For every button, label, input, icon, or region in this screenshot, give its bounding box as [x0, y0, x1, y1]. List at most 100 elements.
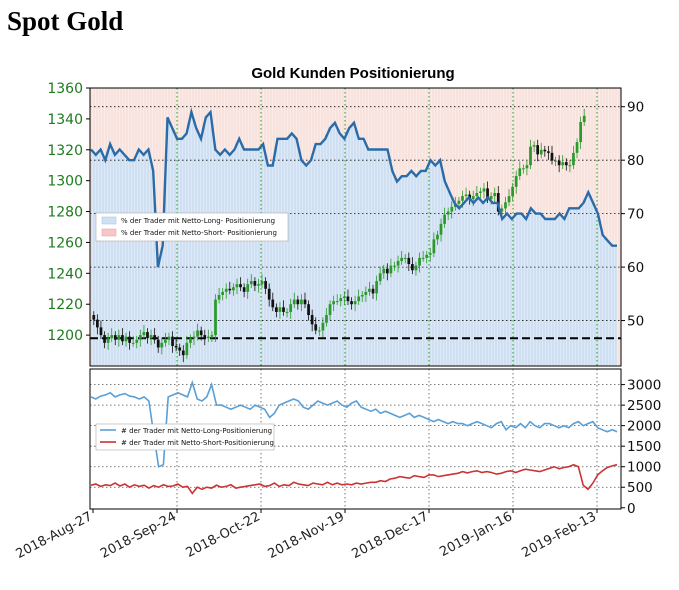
- candle-body: [554, 160, 557, 162]
- x-axis-ticks: 2018-Aug-27 2018-Sep-24 2018-Oct-22 2018-No…: [14, 509, 599, 562]
- candle-body: [192, 336, 196, 339]
- legend-long-label: % der Trader mit Netto-Long- Positionier…: [121, 217, 275, 225]
- candle-body: [536, 145, 540, 155]
- candle-body: [135, 339, 139, 343]
- x-tick-label: 2018-Sep-24: [98, 509, 179, 561]
- candle-body: [482, 188, 486, 192]
- candle-body: [264, 281, 267, 289]
- legend-swatch-short: [101, 228, 117, 237]
- upper-legend: % der Trader mit Netto-Long- Positionier…: [95, 212, 289, 242]
- candle-body: [128, 336, 131, 343]
- candle-body: [296, 299, 300, 305]
- candle-body: [350, 301, 353, 305]
- candle-body: [489, 196, 493, 200]
- lower-legend: # der Trader mit Netto-Long-Positionieru…: [95, 423, 275, 451]
- right-axis-ticks-lower: 0 500 1000 1500 2000 2500 3000: [621, 378, 661, 517]
- candle-body: [364, 291, 368, 295]
- candle-body: [217, 294, 221, 300]
- left-tick-label: 1240: [47, 266, 83, 282]
- candle-body: [550, 152, 554, 161]
- candle-body: [142, 332, 146, 336]
- candle-body: [493, 193, 497, 197]
- candle-body: [260, 281, 264, 285]
- candle-body: [525, 165, 529, 169]
- right-tick-label-lower: 500: [627, 480, 653, 496]
- x-tick-label: 2018-Aug-27: [14, 509, 95, 562]
- candle-body: [500, 208, 504, 212]
- candle-body: [446, 211, 450, 215]
- candle-body: [532, 145, 536, 147]
- candle-body: [289, 304, 293, 312]
- candle-body: [92, 315, 96, 320]
- candle-body: [371, 288, 375, 294]
- candle-body: [146, 332, 149, 339]
- candle-body: [221, 291, 225, 295]
- long-count-line: [90, 379, 618, 468]
- candle-body: [325, 315, 328, 323]
- candle-body: [117, 335, 121, 340]
- candle-body: [153, 335, 157, 340]
- left-tick-label: 1260: [47, 235, 83, 251]
- candle-body: [529, 146, 532, 166]
- candle-body: [343, 296, 346, 299]
- candle-body: [303, 299, 307, 305]
- right-tick-label-upper: 60: [627, 260, 644, 276]
- long-percent-line: [90, 107, 617, 268]
- candle-body: [514, 176, 518, 187]
- candle-body: [572, 152, 575, 166]
- candle-body: [317, 330, 321, 332]
- candle-body: [96, 319, 99, 328]
- candle-body: [521, 168, 525, 170]
- candle-body: [579, 121, 582, 143]
- candle-body: [156, 339, 160, 348]
- candle-body: [403, 257, 407, 259]
- candle-body: [335, 301, 339, 303]
- candle-body: [486, 188, 489, 200]
- candle-body: [547, 151, 550, 153]
- candle-body: [239, 284, 242, 288]
- candle-body: [235, 284, 239, 288]
- candle-body: [357, 296, 361, 302]
- candle-body: [232, 287, 235, 291]
- candle-body: [210, 335, 214, 337]
- candle-body: [378, 273, 382, 282]
- candle-body: [174, 345, 178, 348]
- legend-short-count-label: # der Trader mit Netto-Short-Positionier…: [121, 439, 274, 447]
- candle-body: [539, 149, 543, 155]
- candle-body: [557, 160, 561, 166]
- legend-short-label: % der Trader mit Netto-Short- Positionie…: [121, 229, 277, 237]
- candle-body: [249, 281, 253, 285]
- left-tick-label: 1280: [47, 205, 83, 221]
- candle-body: [274, 307, 278, 312]
- x-tick-label: 2018-Dec-17: [350, 509, 431, 562]
- left-tick-label: 1320: [47, 143, 83, 159]
- chart-title: Gold Kunden Positionierung: [251, 65, 454, 82]
- candle-body: [543, 149, 547, 152]
- right-tick-label-lower: 0: [627, 501, 636, 517]
- candle-body: [368, 288, 371, 292]
- right-tick-label-lower: 1000: [627, 460, 661, 476]
- candle-body: [407, 257, 411, 265]
- candle-body: [242, 287, 246, 292]
- upper-panel-long-area: [91, 112, 617, 366]
- legend-swatch-long: [101, 216, 117, 225]
- candle-body: [396, 260, 400, 266]
- right-tick-label-lower: 3000: [627, 378, 661, 394]
- candle-body: [282, 307, 285, 312]
- left-tick-label: 1200: [47, 328, 83, 344]
- candle-body: [421, 257, 425, 259]
- page-title: Spot Gold: [7, 6, 124, 36]
- left-axis-ticks: 1200 1220 1240 1260 1280 1300 1320 1340 1360: [47, 81, 90, 344]
- candle-body: [314, 324, 318, 331]
- candle-body: [257, 284, 260, 286]
- candle-body: [464, 194, 468, 197]
- candle-body: [285, 311, 289, 313]
- candle-body: [582, 115, 586, 122]
- candle-body: [425, 254, 429, 258]
- candle-body: [307, 304, 310, 316]
- candle-body: [138, 335, 142, 340]
- candle-body: [181, 350, 185, 356]
- candle-body: [224, 288, 228, 292]
- candle-body: [353, 301, 357, 305]
- short-count-line: [90, 463, 618, 495]
